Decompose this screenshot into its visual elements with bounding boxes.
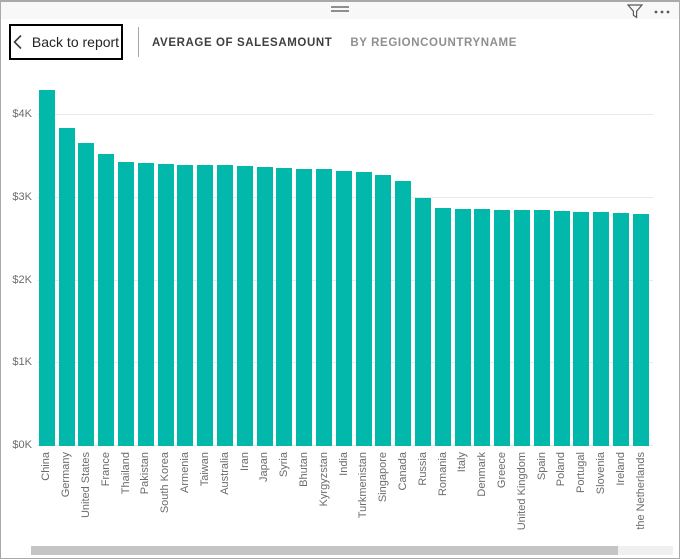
x-tick-label: China <box>40 452 53 481</box>
x-tick-label: Germany <box>60 452 73 498</box>
bar-united-states[interactable] <box>78 143 95 446</box>
bar-india[interactable] <box>335 170 352 446</box>
x-tick-label: Portugal <box>575 452 588 493</box>
x-tick-label: Slovenia <box>595 452 607 495</box>
x-tick-label: United States <box>80 452 92 519</box>
x-tick-label: Poland <box>555 452 568 487</box>
x-tick-label: United Kingdom <box>515 452 528 531</box>
bar-united-kingdom[interactable] <box>514 209 531 446</box>
bar-france[interactable] <box>98 154 115 446</box>
x-tick-label: Russia <box>416 452 429 486</box>
filter-icon[interactable] <box>627 4 643 19</box>
bar-canada[interactable] <box>395 180 412 446</box>
back-to-report-button[interactable]: Back to report <box>9 24 123 60</box>
bar-romania[interactable] <box>434 207 451 446</box>
x-tick-label: Romania <box>436 452 449 497</box>
bar-australia[interactable] <box>217 165 234 446</box>
x-tick-label: Japan <box>258 452 271 482</box>
y-tick-label: $0K <box>12 439 32 451</box>
bar-iran[interactable] <box>236 165 253 446</box>
x-tick-label: Turkmenistan <box>357 452 370 519</box>
x-tick-label: Italy <box>456 452 469 473</box>
bar-china[interactable] <box>38 90 55 446</box>
x-tick-label: Iran <box>238 452 251 471</box>
bar-syria[interactable] <box>276 167 293 446</box>
bar-ireland[interactable] <box>613 212 629 446</box>
x-tick-label: Australia <box>218 452 231 495</box>
gridline <box>37 114 653 116</box>
drag-handle-line <box>331 10 349 12</box>
bar-south-korea[interactable] <box>157 164 174 446</box>
window-top-strip <box>1 2 679 19</box>
horizontal-scrollbar-thumb[interactable] <box>31 546 618 555</box>
bar-kyrgyzstan[interactable] <box>316 169 333 446</box>
header: Back to report AVERAGE OF SALESAMOUNT BY… <box>1 19 679 67</box>
y-tick-label: $4K <box>12 108 32 121</box>
y-tick-label: $3K <box>12 190 32 203</box>
bar-turkmenistan[interactable] <box>355 171 372 446</box>
bar-japan[interactable] <box>256 166 273 446</box>
drag-handle[interactable] <box>331 6 349 14</box>
x-tick-label: Thailand <box>119 452 132 495</box>
header-divider <box>138 27 139 57</box>
bar-russia[interactable] <box>415 197 432 446</box>
bar-poland[interactable] <box>553 210 570 446</box>
bar-pakistan[interactable] <box>137 163 154 446</box>
x-tick-label: Taiwan <box>198 452 211 487</box>
x-tick-label: Singapore <box>377 452 390 503</box>
back-button-label: Back to report <box>31 34 120 50</box>
chart-subtitle: BY REGIONCOUNTRYNAME <box>350 37 518 49</box>
x-tick-label: Pakistan <box>139 452 152 495</box>
x-tick-label: Greece <box>496 452 508 489</box>
x-tick-label: South Korea <box>159 452 172 514</box>
chart-title: AVERAGE OF SALESAMOUNT <box>152 37 333 49</box>
x-tick-label: Ireland <box>614 452 627 486</box>
x-tick-label: the Netherlands <box>634 452 647 530</box>
bar-italy[interactable] <box>454 208 471 446</box>
bar-thailand[interactable] <box>118 162 135 446</box>
bar-greece[interactable] <box>494 209 511 446</box>
x-tick-label: Armenia <box>179 452 191 493</box>
bar-portugal[interactable] <box>573 211 590 446</box>
drag-handle-line <box>331 6 349 8</box>
bar-taiwan[interactable] <box>197 164 214 446</box>
x-tick-label: Kyrgyzstan <box>317 452 330 507</box>
bar-slovenia[interactable] <box>593 212 610 446</box>
x-tick-label: India <box>337 452 350 476</box>
more-options-icon[interactable] <box>653 9 671 15</box>
x-tick-label: Spain <box>535 452 548 481</box>
bar-germany[interactable] <box>58 128 75 446</box>
x-tick-label: France <box>99 452 112 487</box>
bar-armenia[interactable] <box>177 164 194 446</box>
x-axis: China Germany United States France Thailand P… <box>37 452 651 547</box>
y-tick-label: $1K <box>12 356 32 369</box>
bar-the-netherlands[interactable] <box>632 213 649 446</box>
bar-bhutan[interactable] <box>296 168 313 446</box>
bar-spain[interactable] <box>533 210 550 446</box>
y-tick-label: $2K <box>12 273 32 286</box>
chevron-left-icon <box>13 34 22 50</box>
x-tick-label: Canada <box>396 452 409 491</box>
bar-singapore[interactable] <box>375 174 392 446</box>
bar-denmark[interactable] <box>474 209 491 446</box>
x-tick-label: Denmark <box>476 452 489 497</box>
bars-container <box>37 2 651 446</box>
x-tick-label: Bhutan <box>297 452 310 487</box>
x-tick-label: Syria <box>278 452 291 478</box>
horizontal-scrollbar-track[interactable] <box>31 546 673 555</box>
